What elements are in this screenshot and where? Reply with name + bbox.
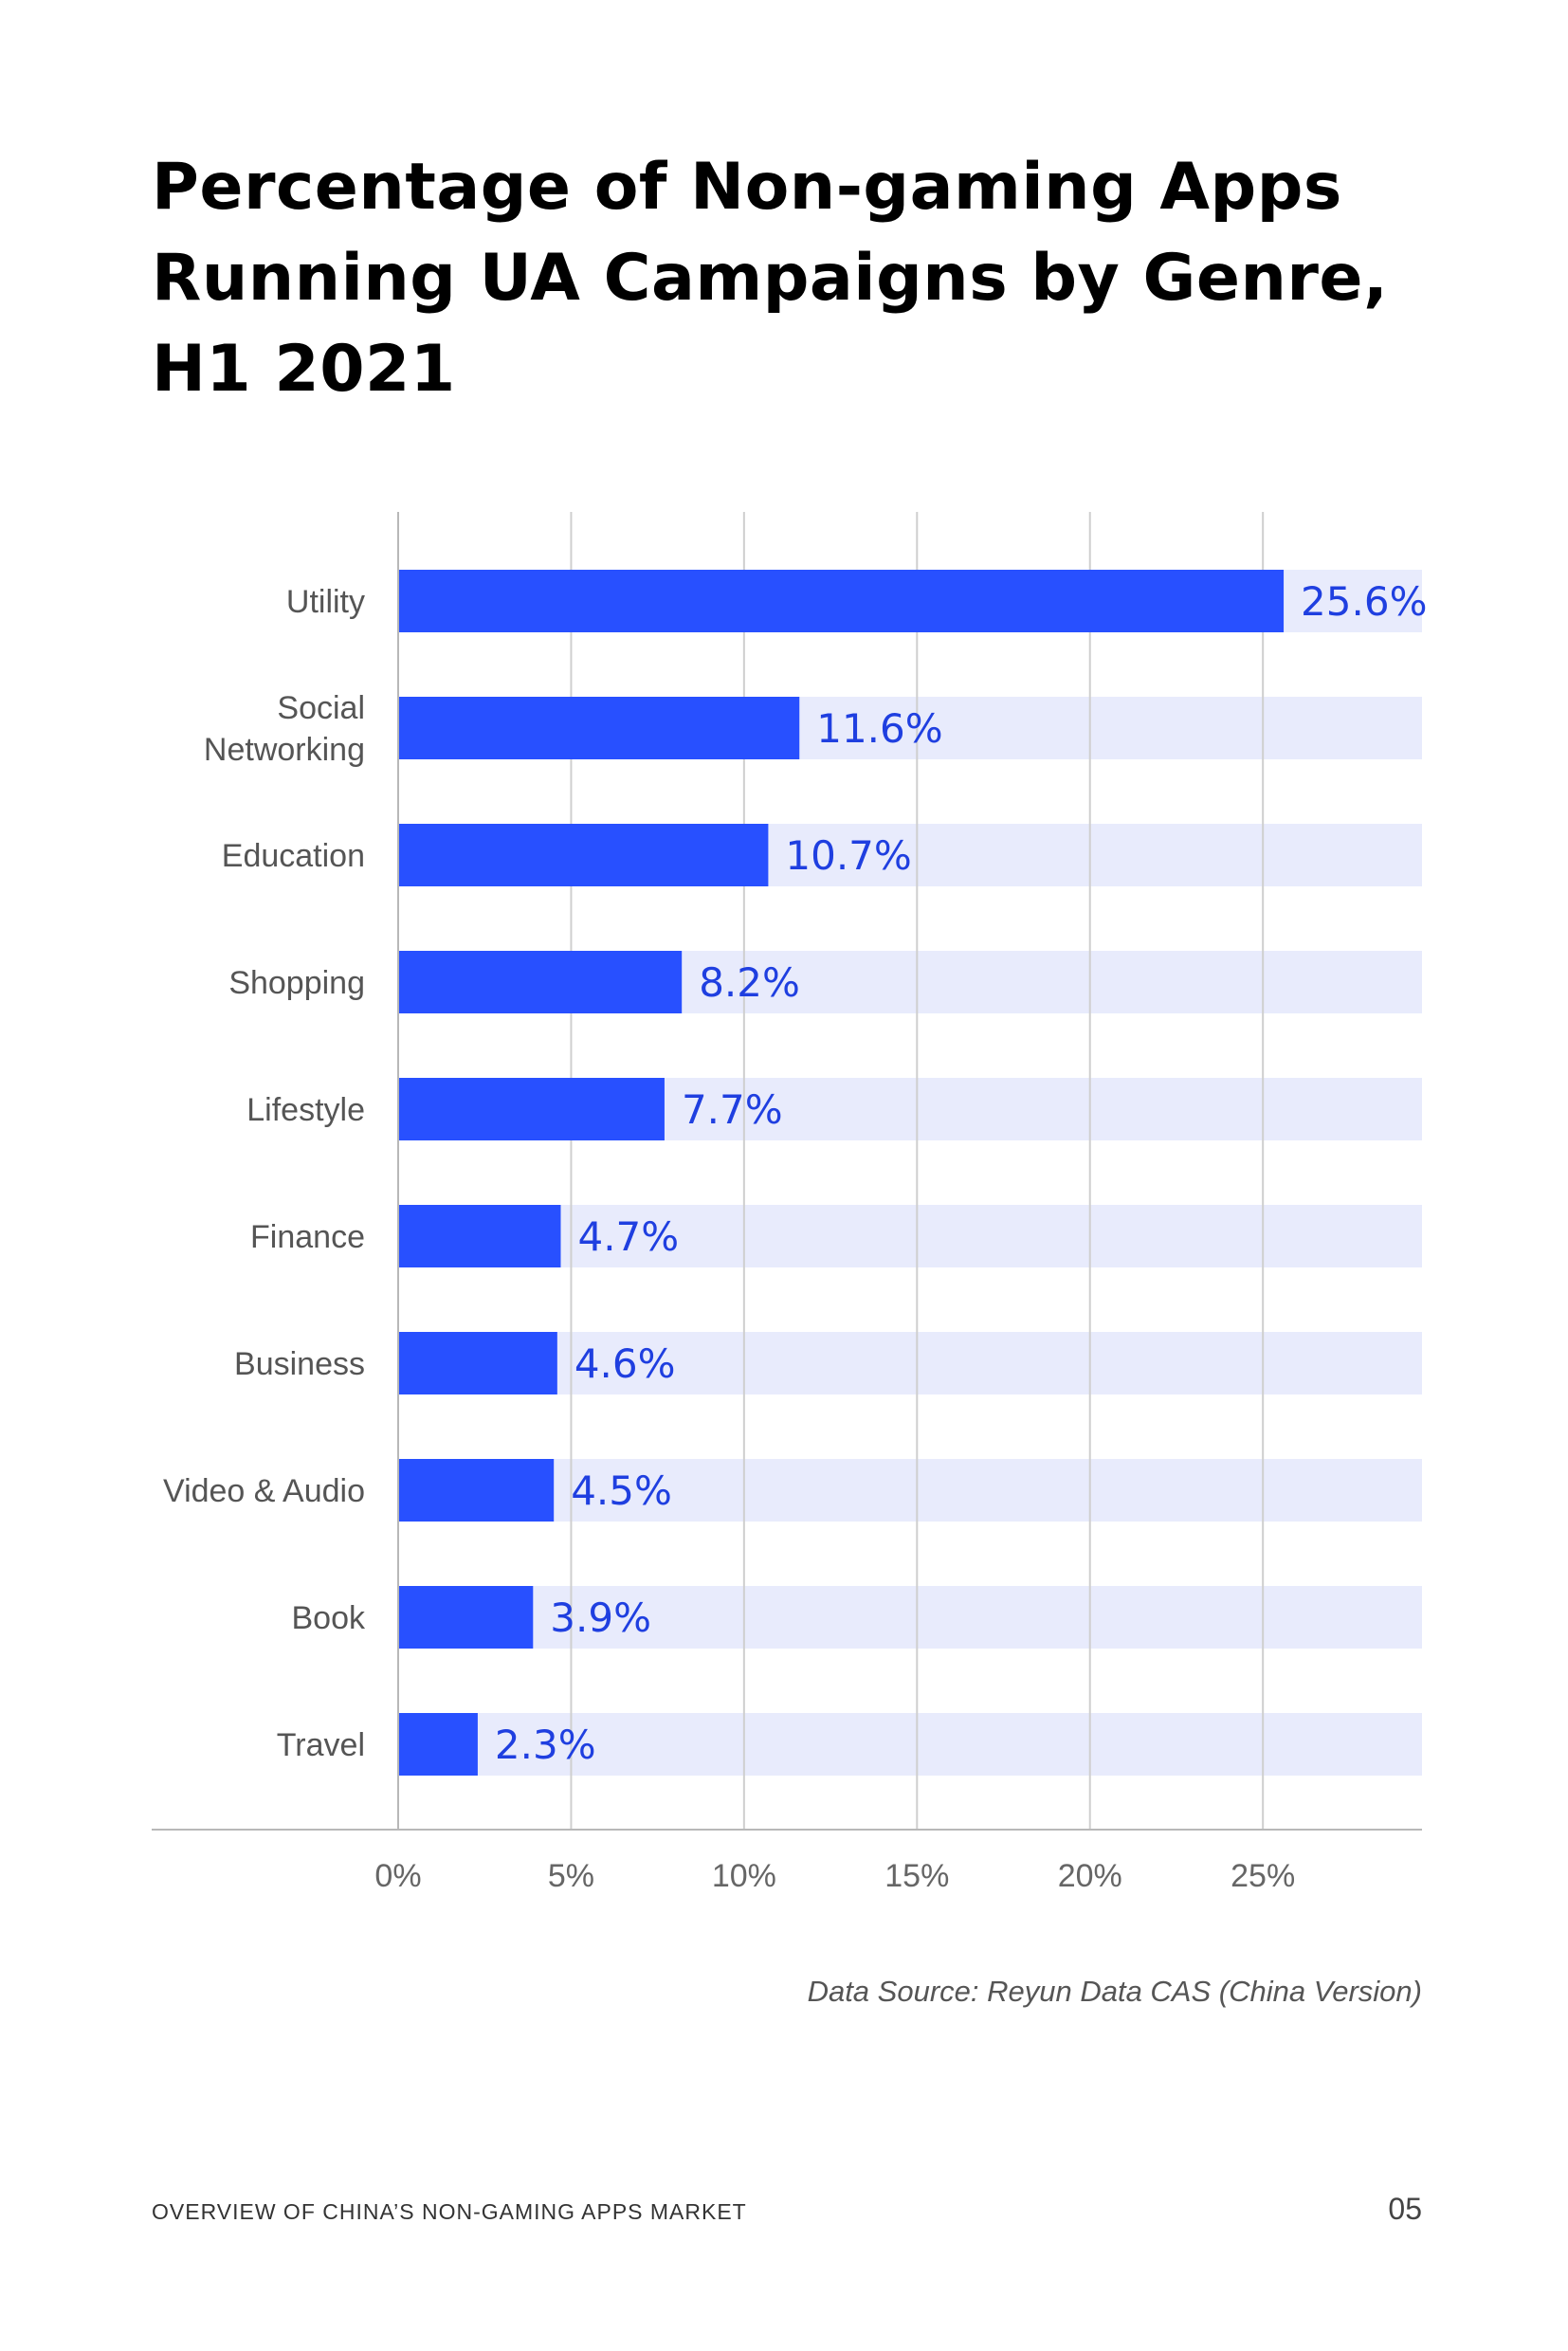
bar-chart: 25.6% Utility 11.6% Social Networking 10.7% Ed…: [152, 512, 1427, 1894]
data-source-note: Data Source: Reyun Data CAS (China Versi…: [807, 1975, 1422, 2008]
bar-track: [398, 1205, 1422, 1267]
category-label: Networking: [204, 732, 365, 768]
value-label: 25.6%: [1301, 578, 1427, 625]
bar: [398, 570, 1285, 632]
category-label: Finance: [250, 1219, 365, 1255]
value-label: 7.7%: [682, 1086, 783, 1133]
bar: [398, 1459, 555, 1522]
category-label: Travel: [277, 1727, 365, 1763]
bar: [398, 1205, 561, 1267]
bar: [398, 1078, 665, 1140]
category-label: Utility: [286, 584, 365, 620]
category-label: Lifestyle: [246, 1092, 365, 1128]
value-label: 4.5%: [571, 1467, 672, 1514]
title-line-1: Percentage of Non-gaming Apps: [152, 150, 1342, 225]
value-label: 11.6%: [816, 705, 942, 752]
bar-track: [398, 1459, 1422, 1522]
x-tick-label: 15%: [884, 1858, 949, 1894]
category-label: Video & Audio: [163, 1473, 365, 1509]
category-label: Shopping: [228, 965, 365, 1001]
chart-title: Percentage of Non-gaming Apps Running UA…: [152, 142, 1479, 415]
x-tick-label: 0%: [374, 1858, 421, 1894]
category-label: Business: [234, 1346, 365, 1382]
value-label: 3.9%: [550, 1595, 651, 1641]
bar: [398, 1332, 557, 1394]
value-label: 8.2%: [699, 959, 800, 1006]
x-tick-label: 20%: [1058, 1858, 1122, 1894]
value-label: 10.7%: [785, 832, 911, 879]
x-tick-label: 5%: [548, 1858, 594, 1894]
x-tick-label: 10%: [712, 1858, 776, 1894]
value-label: 2.3%: [495, 1722, 596, 1768]
page-number: 05: [1388, 2192, 1422, 2226]
title-line-2: Running UA Campaigns by Genre,: [152, 241, 1389, 316]
bar: [398, 1586, 534, 1649]
bar: [398, 697, 800, 759]
category-label: Book: [292, 1600, 366, 1636]
bar: [398, 1713, 478, 1776]
title-line-3: H1 2021: [152, 332, 456, 407]
bar: [398, 951, 683, 1013]
bar-track: [398, 1586, 1422, 1649]
footer-report-title: OVERVIEW OF CHINA’S NON-GAMING APPS MARK…: [152, 2199, 747, 2224]
bar-track: [398, 1332, 1422, 1394]
category-label: Social: [277, 690, 365, 726]
x-tick-label: 25%: [1231, 1858, 1295, 1894]
category-label: Education: [222, 838, 365, 874]
value-label: 4.6%: [574, 1340, 676, 1387]
value-label: 4.7%: [577, 1213, 679, 1260]
bar-track: [398, 1713, 1422, 1776]
bar: [398, 824, 769, 886]
